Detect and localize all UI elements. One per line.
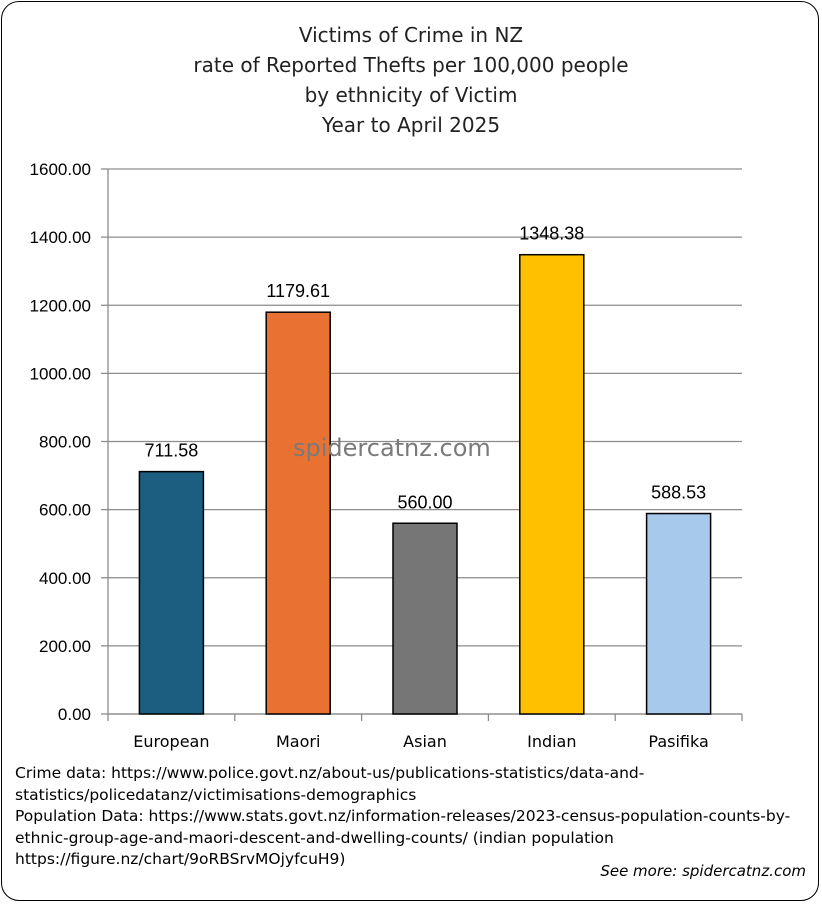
chart-title-line-3: by ethnicity of Victim xyxy=(304,83,518,107)
x-tick-label: Pasifika xyxy=(648,732,708,751)
chart-title: Victims of Crime in NZ rate of Reported … xyxy=(0,20,822,140)
data-label: 1348.38 xyxy=(519,224,584,244)
data-label: 711.58 xyxy=(145,441,199,461)
y-tick-label: 1600.00 xyxy=(30,160,91,179)
see-more-note: See more: spidercatnz.com xyxy=(600,862,806,880)
bar xyxy=(519,253,585,715)
source-line: statistics/policedatanz/victimisations-d… xyxy=(15,785,417,804)
source-line: https://figure.nz/chart/9oRBSrvMOjyfcuH9… xyxy=(15,850,346,868)
bar xyxy=(392,522,458,715)
source-line: Population Data: https://www.stats.govt.… xyxy=(15,807,791,825)
bar xyxy=(138,470,205,715)
source-line: ethnic-group-age-and-maori-descent-and-d… xyxy=(15,828,614,847)
source-line: Crime data: https://www.police.govt.nz/a… xyxy=(15,764,645,782)
bar xyxy=(265,311,331,715)
y-tick-label: 600.00 xyxy=(39,501,91,520)
y-tick-label: 0.00 xyxy=(58,705,91,724)
x-tick-label: Indian xyxy=(527,732,576,751)
x-tick-label: European xyxy=(133,732,209,751)
chart-title-line-2: rate of Reported Thefts per 100,000 peop… xyxy=(193,53,629,77)
source-notes: Crime data: https://www.police.govt.nz/a… xyxy=(15,763,815,871)
bar xyxy=(645,512,712,715)
data-label: 1179.61 xyxy=(266,281,330,301)
y-tick-label: 1400.00 xyxy=(30,228,91,247)
x-tick-label: Maori xyxy=(276,732,320,751)
watermark: spidercatnz.com xyxy=(293,434,491,462)
y-tick-label: 800.00 xyxy=(39,433,91,452)
y-tick-label: 1000.00 xyxy=(30,364,91,383)
data-label: 588.53 xyxy=(651,483,706,503)
y-tick-label: 400.00 xyxy=(39,569,91,588)
x-tick-label: Asian xyxy=(403,732,447,751)
y-tick-label: 1200.00 xyxy=(30,296,91,315)
chart-title-line-1: Victims of Crime in NZ xyxy=(298,23,524,47)
y-tick-label: 200.00 xyxy=(39,637,91,656)
data-label: 560.00 xyxy=(397,492,452,512)
chart-title-line-4: Year to April 2025 xyxy=(321,113,501,137)
